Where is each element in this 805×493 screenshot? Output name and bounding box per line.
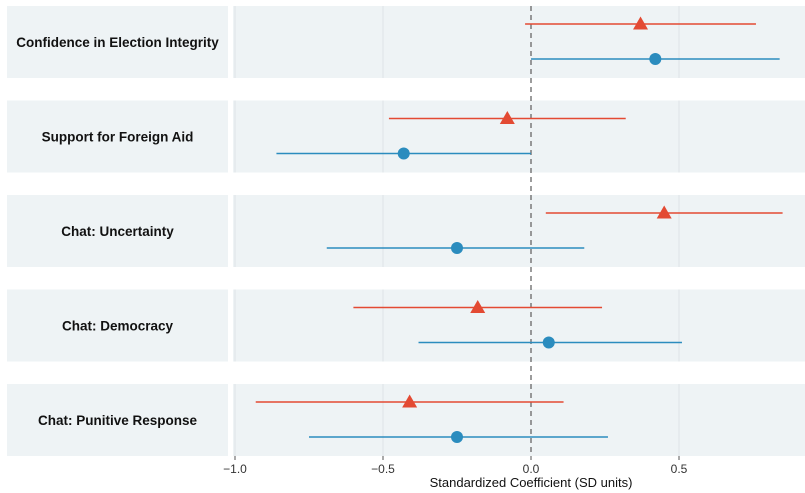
row-label-panel-chat-uncertainty xyxy=(7,195,228,267)
row-labels: Confidence in Election Integrity Support … xyxy=(16,35,219,428)
x-tick-label: 0.5 xyxy=(671,462,688,476)
row-label: Chat: Uncertainty xyxy=(61,224,174,239)
blue-estimate-circle xyxy=(649,53,662,65)
row-label-panel-confidence-in-election-integrity xyxy=(7,6,228,78)
row-plot-panel-chat-uncertainty xyxy=(233,195,805,267)
row-label: Support for Foreign Aid xyxy=(42,130,194,145)
row-label-panel-chat-democracy xyxy=(7,289,228,362)
row-plot-panel-chat-democracy xyxy=(233,289,805,362)
red-estimate-triangle xyxy=(402,394,418,408)
blue-estimate-circle xyxy=(451,242,463,254)
blue-estimate-circle xyxy=(542,336,555,349)
row-panels xyxy=(7,6,805,456)
row-label-panel-support-for-foreign-aid xyxy=(7,100,228,173)
red-estimate-triangle xyxy=(656,205,672,219)
blue-estimate-circle xyxy=(397,147,410,160)
row-label-panel-chat-punitive-response xyxy=(7,384,228,456)
red-estimate-triangle xyxy=(633,16,649,30)
x-axis-title: Standardized Coefficient (SD units) xyxy=(430,475,633,490)
row-plot-panel-support-for-foreign-aid xyxy=(233,100,805,173)
row-label: Chat: Punitive Response xyxy=(38,413,198,428)
grid-lines xyxy=(234,6,680,456)
row-label: Chat: Democracy xyxy=(62,319,174,334)
row-plot-panel-confidence-in-election-integrity xyxy=(233,6,805,78)
blue-estimate-circle xyxy=(451,431,463,443)
red-estimate-triangle xyxy=(499,111,515,124)
x-tick-label: −1.0 xyxy=(223,462,247,476)
estimate-series xyxy=(255,16,783,443)
row-plot-panel-chat-punitive-response xyxy=(233,384,805,456)
red-estimate-triangle xyxy=(470,300,486,313)
row-label: Confidence in Election Integrity xyxy=(16,35,219,50)
x-tick-label: 0.0 xyxy=(523,462,540,476)
x-axis-ticks: −1.0 −0.5 0.0 0.5 xyxy=(223,456,688,476)
x-tick-label: −0.5 xyxy=(371,462,395,476)
